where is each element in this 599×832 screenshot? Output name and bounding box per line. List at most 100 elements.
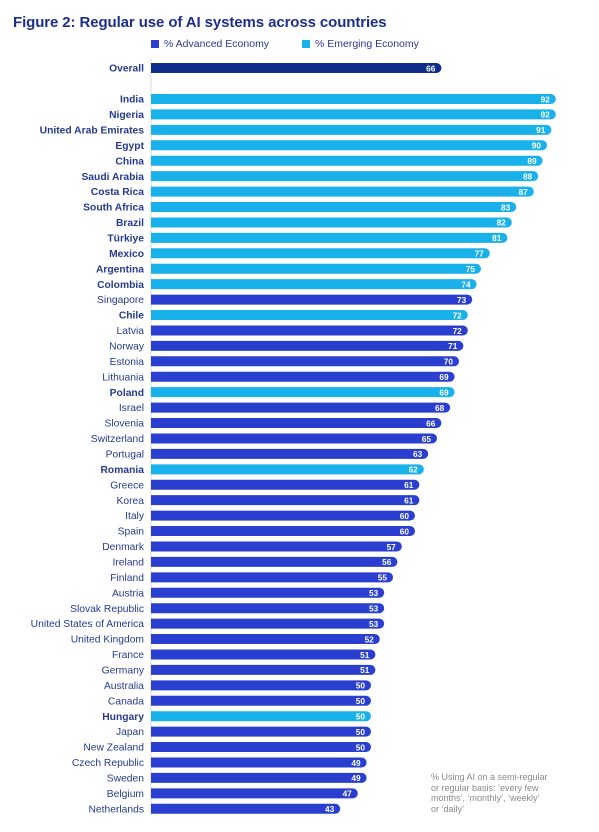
category-label-united-states-of-america: United States of America (31, 619, 145, 630)
category-label-denmark: Denmark (102, 542, 145, 553)
value-label-australia: 50 (356, 681, 366, 691)
value-label-hungary: 50 (356, 712, 366, 722)
category-label-argentina: Argentina (96, 264, 144, 275)
bar-slovenia (151, 418, 442, 429)
value-label-belgium: 47 (343, 789, 353, 799)
bar-united-kingdom (151, 634, 380, 645)
bar-czech-republic (151, 757, 367, 768)
bar-switzerland (151, 433, 437, 444)
value-label-slovak-republic: 53 (369, 603, 379, 613)
value-label-norway: 71 (448, 341, 458, 351)
value-label-czech-republic: 49 (351, 758, 361, 768)
value-label-latvia: 72 (453, 326, 463, 336)
bar-romania (151, 464, 424, 475)
value-label-lithuania: 69 (439, 372, 449, 382)
category-label-france: France (112, 650, 144, 661)
legend-emerging-economy: % Emerging Economy (302, 38, 419, 50)
bar-netherlands (151, 803, 341, 814)
bar-italy (151, 510, 415, 521)
value-label-netherlands: 43 (325, 804, 335, 814)
note-line: % Using AI on a semi-regular (431, 772, 548, 782)
category-label-egypt: Egypt (115, 141, 144, 152)
value-label-overall: 66 (426, 63, 436, 73)
category-label-switzerland: Switzerland (91, 434, 144, 445)
bar-united-arab-emirates (151, 124, 552, 135)
category-label-united-kingdom: United Kingdom (71, 635, 144, 646)
category-label-hungary: Hungary (102, 712, 144, 723)
value-label-canada: 50 (356, 696, 366, 706)
bar-latvia (151, 325, 468, 336)
value-label-switzerland: 65 (422, 434, 432, 444)
value-label-t-rkiye: 81 (492, 233, 502, 243)
category-label-mexico: Mexico (109, 249, 144, 260)
value-label-greece: 61 (404, 480, 414, 490)
bar-argentina (151, 263, 482, 274)
category-label-new-zealand: New Zealand (83, 743, 144, 754)
chart-note: % Using AI on a semi-regular or regular … (431, 772, 581, 814)
category-label-korea: Korea (117, 496, 145, 507)
bar-singapore (151, 294, 473, 305)
bar-portugal (151, 448, 429, 459)
category-label-canada: Canada (108, 696, 144, 707)
bar-lithuania (151, 371, 455, 382)
category-label-australia: Australia (104, 681, 144, 692)
bar-greece (151, 479, 420, 490)
bar-india (151, 94, 556, 104)
legend-label-emerging: % Emerging Economy (315, 38, 419, 50)
legend-label-advanced: % Advanced Economy (164, 38, 270, 50)
value-label-romania: 62 (409, 465, 419, 475)
bar-hungary (151, 711, 372, 722)
value-label-singapore: 73 (457, 295, 467, 305)
value-label-united-kingdom: 52 (365, 634, 375, 644)
chart-title: Figure 2: Regular use of AI systems acro… (13, 14, 387, 31)
category-label-ireland: Ireland (113, 558, 145, 569)
category-label-romania: Romania (101, 465, 145, 476)
note-line: or ‘daily’ (431, 803, 465, 814)
category-label-austria: Austria (112, 588, 144, 599)
bar-china (151, 155, 543, 166)
bar-japan (151, 726, 372, 737)
bar-korea (151, 495, 420, 506)
bar-chile (151, 310, 468, 321)
category-label-india: India (120, 95, 144, 106)
legend-advanced-economy: % Advanced Economy (151, 38, 269, 50)
value-label-denmark: 57 (387, 542, 397, 552)
bar-south-africa (151, 202, 517, 213)
category-label-latvia: Latvia (117, 326, 145, 337)
value-label-sweden: 49 (351, 773, 361, 783)
category-label-belgium: Belgium (107, 789, 144, 800)
category-label-czech-republic: Czech Republic (72, 758, 144, 769)
bar-nigeria (151, 109, 556, 120)
category-label-portugal: Portugal (106, 449, 144, 460)
category-label-estonia: Estonia (110, 357, 145, 368)
value-label-poland: 69 (439, 387, 449, 397)
value-label-nigeria: 92 (541, 110, 551, 120)
category-label-nigeria: Nigeria (109, 110, 144, 121)
category-label-colombia: Colombia (97, 280, 144, 291)
category-label-poland: Poland (110, 388, 144, 399)
bar-germany (151, 664, 376, 675)
value-label-costa-rica: 87 (519, 187, 529, 197)
bar-sweden (151, 772, 367, 783)
bar-overall (151, 63, 442, 73)
bar-new-zealand (151, 742, 372, 753)
value-label-austria: 53 (369, 588, 379, 598)
category-label-lithuania: Lithuania (102, 372, 144, 383)
category-label-singapore: Singapore (97, 295, 144, 306)
category-label-brazil: Brazil (116, 218, 144, 229)
value-label-colombia: 74 (461, 279, 471, 289)
bar-saudi-arabia (151, 171, 539, 182)
bar-costa-rica (151, 186, 534, 197)
value-label-saudi-arabia: 88 (523, 171, 533, 181)
bar-poland (151, 387, 455, 398)
value-label-israel: 68 (435, 403, 445, 413)
category-label-slovenia: Slovenia (105, 419, 145, 430)
value-label-united-arab-emirates: 91 (536, 125, 546, 135)
bar-united-states-of-america (151, 618, 385, 629)
category-label-t-rkiye: Türkiye (107, 233, 144, 244)
bar-norway (151, 340, 464, 351)
category-label-netherlands: Netherlands (88, 804, 144, 815)
category-label-slovak-republic: Slovak Republic (70, 604, 144, 615)
bar-mexico (151, 248, 490, 259)
